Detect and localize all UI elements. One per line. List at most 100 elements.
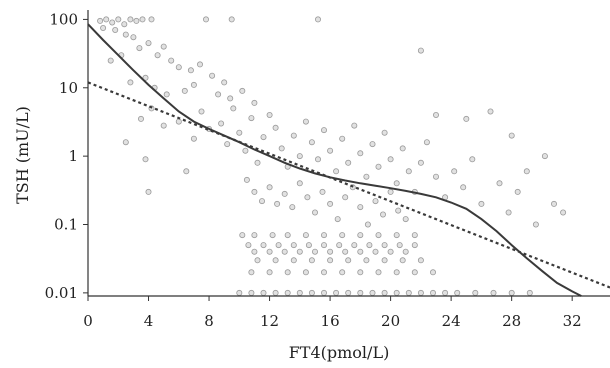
data-point bbox=[417, 257, 424, 264]
data-point bbox=[242, 147, 249, 154]
data-point bbox=[505, 209, 512, 216]
data-point bbox=[284, 269, 291, 276]
data-point bbox=[215, 91, 222, 98]
data-point bbox=[248, 269, 255, 276]
data-point bbox=[327, 257, 334, 264]
data-point bbox=[133, 17, 140, 24]
data-point bbox=[272, 124, 279, 131]
data-point bbox=[393, 269, 400, 276]
data-point bbox=[296, 289, 303, 296]
data-point bbox=[393, 232, 400, 239]
data-point bbox=[272, 289, 279, 296]
data-point bbox=[245, 242, 252, 249]
data-point bbox=[314, 16, 321, 23]
data-point bbox=[260, 134, 267, 141]
y-tick-label: 1 bbox=[68, 147, 78, 165]
data-point bbox=[327, 200, 334, 207]
data-point bbox=[514, 188, 521, 195]
data-point bbox=[478, 200, 485, 207]
data-point bbox=[366, 242, 373, 249]
data-point bbox=[163, 91, 170, 98]
data-point bbox=[432, 173, 439, 180]
data-point bbox=[274, 200, 281, 207]
data-point bbox=[411, 232, 418, 239]
data-point bbox=[260, 242, 267, 249]
data-point bbox=[269, 232, 276, 239]
data-point bbox=[302, 269, 309, 276]
x-tick-label: 20 bbox=[381, 312, 400, 330]
scatter-points bbox=[97, 16, 567, 296]
data-point bbox=[175, 64, 182, 71]
data-point bbox=[302, 232, 309, 239]
y-tick-label: 10 bbox=[59, 79, 78, 97]
data-point bbox=[243, 176, 250, 183]
x-tick-label: 4 bbox=[144, 312, 154, 330]
data-point bbox=[423, 139, 430, 146]
data-point bbox=[190, 81, 197, 88]
y-tick-label: 0.01 bbox=[45, 284, 78, 302]
data-point bbox=[372, 198, 379, 205]
data-point bbox=[221, 79, 228, 86]
x-tick-label: 24 bbox=[442, 312, 461, 330]
data-point bbox=[375, 232, 382, 239]
data-point bbox=[160, 122, 167, 129]
data-point bbox=[411, 242, 418, 249]
data-point bbox=[112, 26, 119, 33]
data-point bbox=[289, 204, 296, 211]
data-point bbox=[260, 289, 267, 296]
data-point bbox=[351, 242, 358, 249]
data-point bbox=[281, 248, 288, 255]
data-point bbox=[320, 242, 327, 249]
data-point bbox=[342, 248, 349, 255]
data-point bbox=[136, 45, 143, 52]
data-point bbox=[284, 232, 291, 239]
data-point bbox=[402, 248, 409, 255]
data-point bbox=[532, 221, 539, 228]
data-point bbox=[228, 16, 235, 23]
x-tick-label: 16 bbox=[321, 312, 340, 330]
data-point bbox=[411, 269, 418, 276]
data-point bbox=[460, 184, 467, 191]
x-tick-label: 32 bbox=[563, 312, 582, 330]
data-point bbox=[236, 129, 243, 136]
data-point bbox=[339, 269, 346, 276]
data-point bbox=[160, 43, 167, 50]
data-point bbox=[334, 216, 341, 223]
data-point bbox=[190, 135, 197, 142]
data-point bbox=[239, 87, 246, 94]
data-point bbox=[357, 248, 364, 255]
data-point bbox=[198, 108, 205, 115]
data-point bbox=[541, 153, 548, 160]
data-point bbox=[266, 184, 273, 191]
data-point bbox=[364, 221, 371, 228]
data-point bbox=[405, 168, 412, 175]
data-point bbox=[345, 289, 352, 296]
fitted-curve bbox=[87, 23, 582, 297]
x-tick-label: 12 bbox=[260, 312, 279, 330]
data-point bbox=[209, 72, 216, 79]
regression-line bbox=[87, 81, 610, 289]
data-point bbox=[432, 112, 439, 119]
curve-layer bbox=[87, 23, 610, 297]
data-point bbox=[100, 24, 107, 31]
data-point bbox=[379, 211, 386, 218]
data-point bbox=[357, 289, 364, 296]
data-point bbox=[363, 257, 370, 264]
data-point bbox=[266, 112, 273, 119]
data-point bbox=[369, 289, 376, 296]
data-point bbox=[363, 173, 370, 180]
data-point bbox=[381, 129, 388, 136]
data-point bbox=[320, 289, 327, 296]
data-point bbox=[508, 289, 515, 296]
data-point bbox=[103, 16, 110, 23]
data-point bbox=[275, 242, 282, 249]
data-point bbox=[296, 180, 303, 187]
data-point bbox=[251, 232, 258, 239]
data-point bbox=[145, 188, 152, 195]
data-point bbox=[469, 156, 476, 163]
data-point bbox=[327, 147, 334, 154]
data-point bbox=[145, 40, 152, 47]
data-point bbox=[417, 159, 424, 166]
data-point bbox=[302, 118, 309, 125]
data-point bbox=[393, 289, 400, 296]
